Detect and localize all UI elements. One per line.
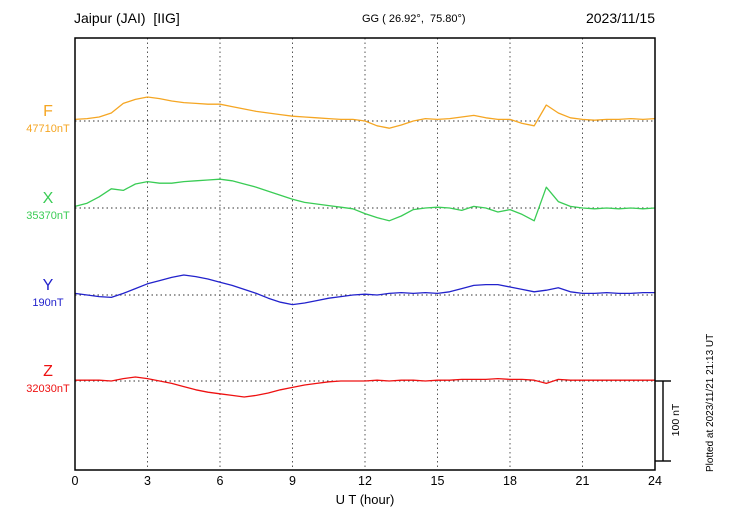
plot-frame: [74, 37, 656, 471]
x-tick-label: 21: [575, 474, 590, 488]
x-tick-label: 24: [648, 474, 662, 488]
series-baseline-Z: 32030nT: [26, 383, 70, 395]
series-label-Z: Z 32030nT: [10, 363, 86, 396]
series-baseline-F: 47710nT: [26, 123, 70, 135]
x-axis-label: U T (hour): [335, 492, 395, 507]
series-label-X: X 35370nT: [10, 190, 86, 223]
scale-bar-label: 100 nT: [670, 403, 682, 437]
series-baseline-Y: 190nT: [32, 297, 64, 309]
trace-F: [74, 96, 656, 129]
series-baseline-X: 35370nT: [26, 210, 70, 222]
plot-date: 2023/11/15: [585, 10, 655, 26]
series-label-F: F 47710nT: [10, 103, 86, 136]
series-letter-Z: Z: [43, 363, 53, 380]
trace-X: [74, 178, 656, 222]
station-title: Jaipur (JAI) [IIG]: [74, 10, 180, 26]
series-letter-Y: Y: [42, 277, 54, 294]
trace-Y: [74, 274, 655, 306]
gridlines: [147, 38, 583, 470]
trace-Z: [75, 376, 655, 398]
x-tick-label: 0: [71, 474, 79, 488]
geographic-coordinates: GG ( 26.92°, 75.80°): [362, 13, 466, 25]
traces: [74, 96, 656, 398]
x-tick-label: 6: [216, 474, 224, 488]
x-tick-label: 9: [289, 474, 296, 488]
plotted-at-watermark: Plotted at 2023/11/21 21:13 UT: [705, 333, 716, 472]
x-tick-label: 12: [358, 474, 372, 488]
x-tick-label: 18: [503, 474, 517, 488]
series-letter-X: X: [42, 190, 54, 207]
series-label-Y: Y 190nT: [10, 277, 86, 310]
x-tick-label: 3: [144, 474, 151, 488]
x-tick-label: 15: [430, 474, 445, 488]
series-letter-F: F: [43, 103, 53, 120]
scale-bar: [655, 380, 671, 462]
